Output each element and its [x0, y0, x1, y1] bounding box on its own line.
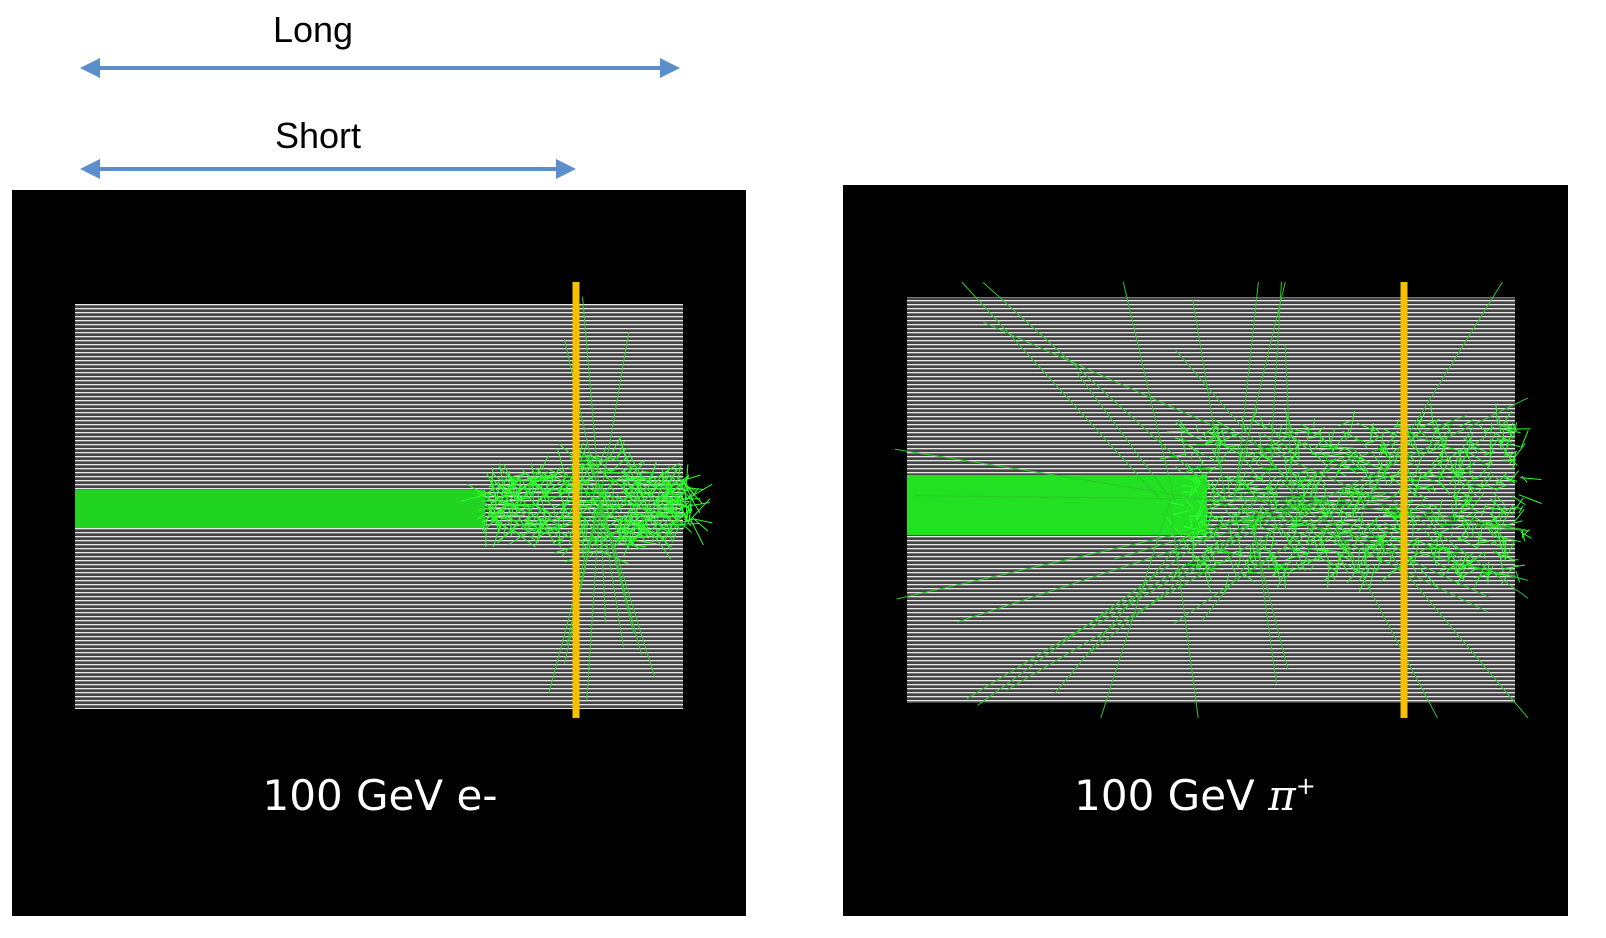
track: [1286, 416, 1287, 433]
caption: 100 GeV e-: [263, 771, 498, 820]
caption: 100 GeV π+: [1074, 771, 1316, 820]
track: [1513, 565, 1519, 566]
caption-sup: +: [1296, 772, 1316, 800]
track: [1308, 559, 1309, 565]
track: [1347, 519, 1361, 520]
track: [1435, 438, 1440, 439]
caption-text: 100 GeV: [1074, 771, 1268, 820]
track: [1314, 418, 1315, 427]
track: [581, 484, 582, 511]
track: [1270, 484, 1271, 494]
slide: Long Short 100 GeV e- 100 GeV π+: [0, 0, 1606, 938]
long-label: Long: [273, 9, 353, 50]
track: [583, 548, 584, 557]
track: [1472, 475, 1473, 481]
page: Long Short 100 GeV e- 100 GeV π+ (() => …: [0, 0, 1606, 938]
caption-symbol: π: [1267, 771, 1297, 820]
core: [75, 490, 485, 528]
track: [1412, 526, 1413, 539]
short-label: Short: [275, 115, 361, 156]
track: [1305, 429, 1321, 430]
